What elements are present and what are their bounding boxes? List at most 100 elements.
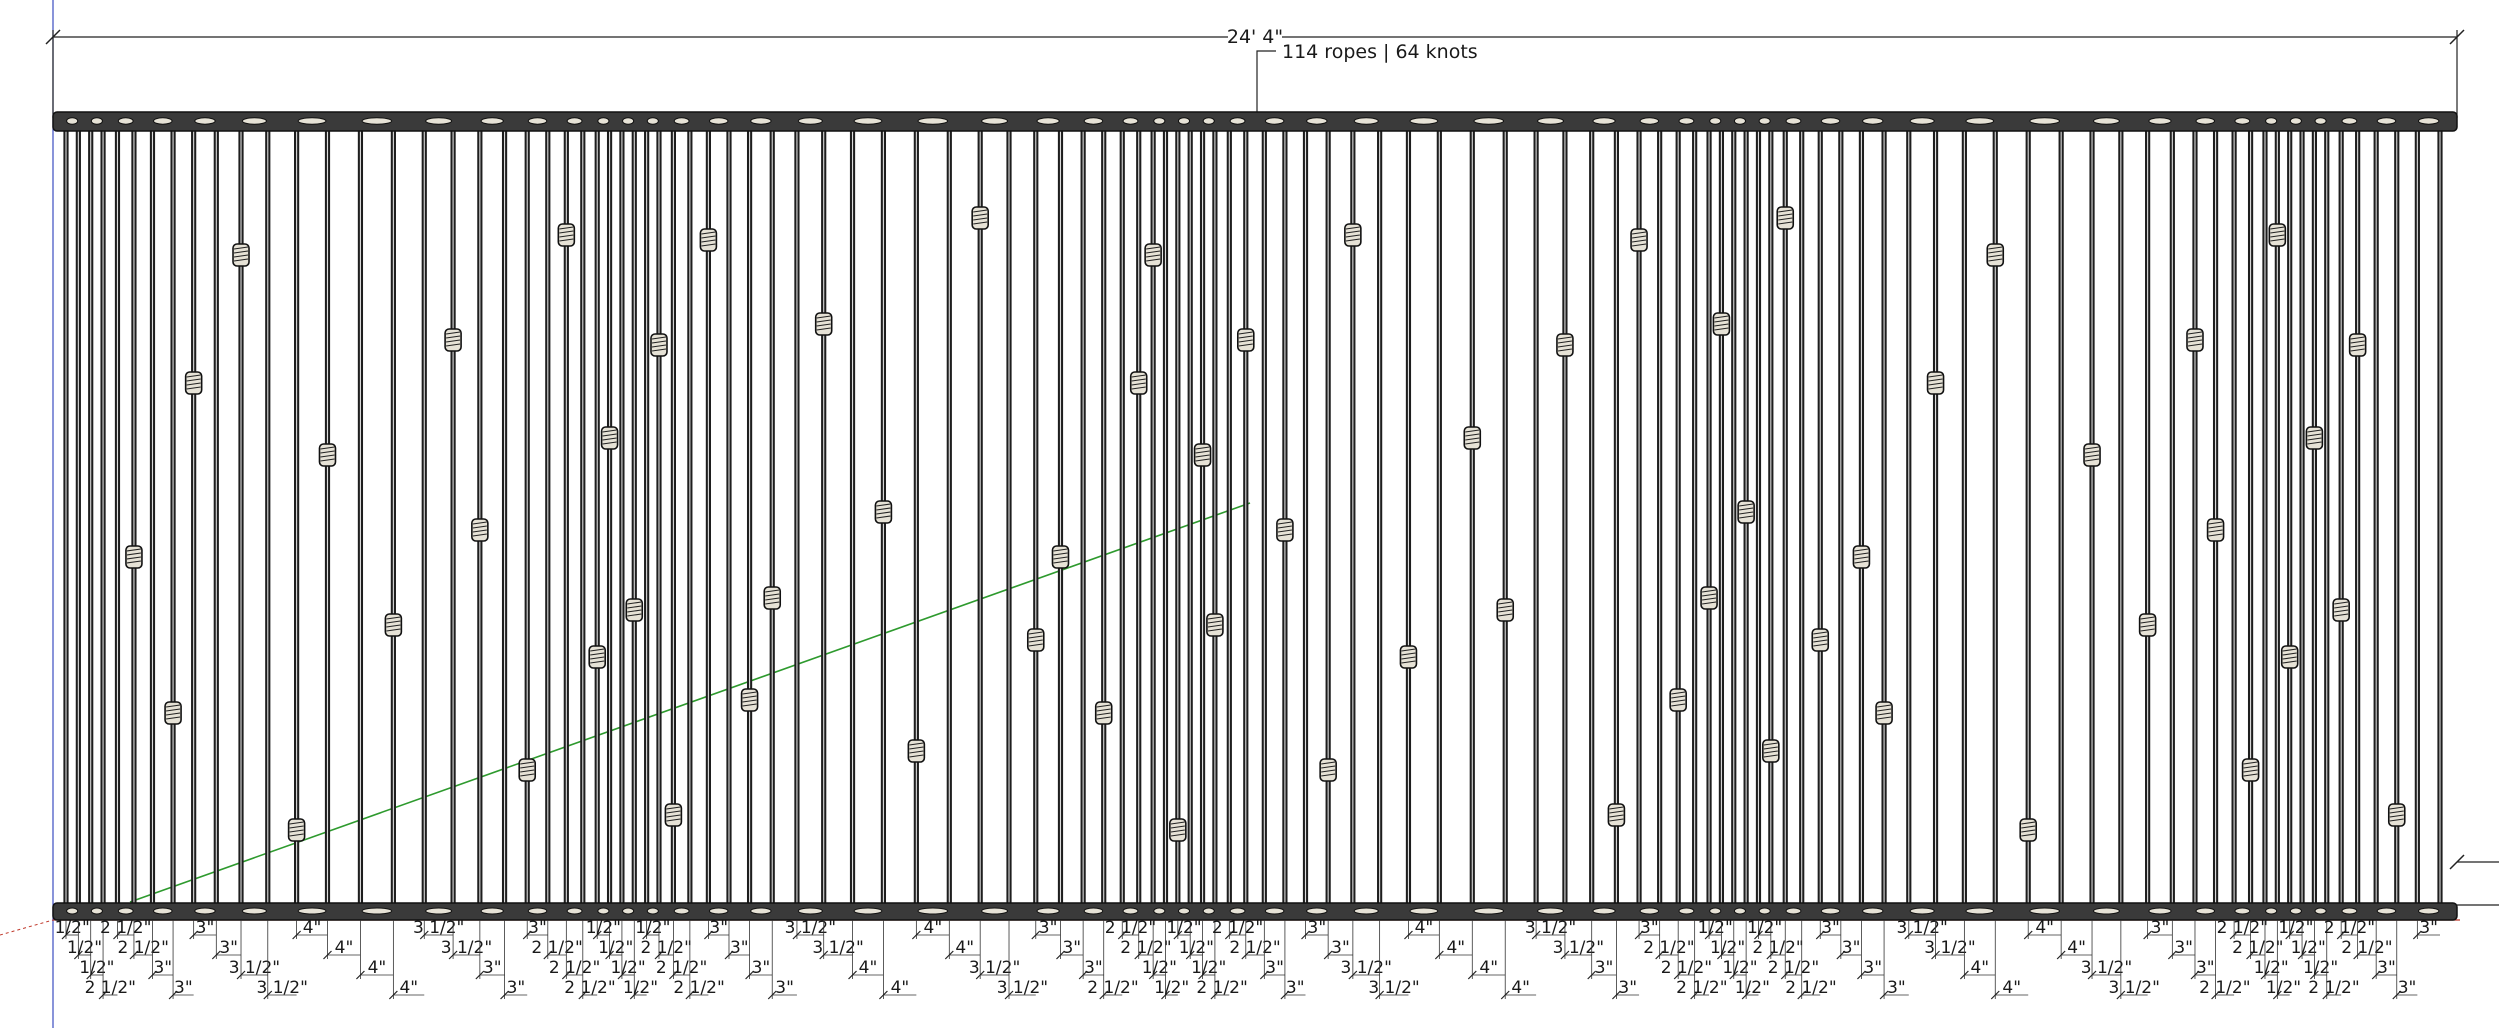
spacing-tick: [1148, 970, 1158, 980]
spacing-tick: [944, 950, 954, 960]
knot: [907, 739, 926, 763]
spacing-label: 2 1/2": [656, 958, 707, 978]
bottom-bar-loop: [1785, 907, 1802, 915]
top-bar-loop: [1678, 117, 1695, 125]
spacing-tick: [1224, 930, 1234, 940]
spacing-label: 2 1/2": [2199, 978, 2250, 998]
knot: [2138, 613, 2157, 637]
spacing-label: 2 1/2": [85, 978, 136, 998]
top-bar-loop: [981, 117, 1009, 125]
spacing-label: 1/2": [1698, 918, 1733, 938]
spacing-tick: [1716, 950, 1726, 960]
knot: [1556, 333, 1574, 357]
bottom-bar-loop: [527, 907, 548, 915]
spacing-label: 2 1/2": [1229, 938, 1280, 958]
spacing-label: 2 1/2": [1087, 978, 1138, 998]
top-bar-loop: [2029, 117, 2061, 125]
spacing-tick: [1797, 990, 1807, 1000]
spacing-label: 3": [730, 938, 749, 958]
spacing-tick: [911, 930, 921, 940]
spacing-tick: [654, 950, 664, 960]
top-bar-loop: [153, 117, 173, 125]
knot: [318, 443, 337, 467]
spacing-tick: [2285, 930, 2295, 940]
bottom-bar-loop: [981, 907, 1009, 915]
bottom-bar-loop: [194, 907, 216, 915]
knot: [1144, 243, 1162, 267]
bottom-bar-loop: [1758, 907, 1771, 915]
spacing-tick: [1078, 970, 1088, 980]
spacing-label: 3 1/2": [1525, 918, 1576, 938]
spacing-label: 2 1/2": [1196, 978, 1247, 998]
spacing-label: 3": [2196, 958, 2215, 978]
spacing-label: 1/2": [55, 918, 90, 938]
spacing-tick: [1241, 950, 1251, 960]
spacing-tick: [1185, 950, 1195, 960]
bottom-bar-loop: [708, 907, 729, 915]
spacing-label: 2 1/2": [1661, 958, 1712, 978]
knot: [1206, 613, 1224, 637]
knot: [650, 333, 668, 357]
spacing-label: 1/2": [598, 938, 633, 958]
spacing-tick: [73, 950, 83, 960]
spacing-tick: [500, 990, 509, 1000]
spacing-label: 1/2": [1722, 958, 1757, 978]
spacing-label: 3": [1286, 978, 1305, 998]
spacing-tick: [2229, 930, 2239, 940]
spacing-label: 3": [1640, 918, 1659, 938]
spacing-label: 2 1/2": [118, 938, 169, 958]
bottom-bar-loop: [66, 907, 79, 915]
knot: [1776, 206, 1795, 230]
spacing-label: 3": [2419, 918, 2438, 938]
spacing-tick: [848, 970, 857, 980]
bottom-bar-loop: [1083, 907, 1104, 915]
top-bar-loop: [708, 117, 729, 125]
spacing-tick: [211, 950, 221, 960]
spacing-label: 3 1/2": [441, 938, 492, 958]
top-bar-loop: [2341, 117, 2358, 125]
spacing-label: 3 1/2": [2109, 978, 2160, 998]
top-bar-loop: [1122, 117, 1139, 125]
top-bar-loop: [117, 117, 134, 125]
spacing-tick: [1836, 950, 1846, 960]
spacing-label: 1/2": [2266, 978, 2301, 998]
spacing-label: 4": [2067, 938, 2086, 958]
knot: [1319, 758, 1337, 782]
bottom-bar-loop: [2341, 907, 2358, 915]
top-bar: [52, 111, 2458, 132]
spacing-label: 2 1/2": [564, 978, 615, 998]
bottom-bar: [52, 902, 2458, 921]
spacing-tick: [1134, 950, 1144, 960]
spacing-tick: [1198, 970, 1207, 980]
knot: [471, 518, 489, 542]
knot: [1496, 598, 1515, 622]
spacing-tick: [975, 970, 985, 980]
knot: [184, 371, 203, 395]
top-bar-loop: [2195, 117, 2216, 125]
knot: [1607, 803, 1626, 827]
spacing-tick: [1780, 970, 1790, 980]
spacing-tick: [475, 970, 485, 980]
spacing-tick: [561, 970, 571, 980]
spacing-label: 2 1/2": [100, 918, 151, 938]
bottom-bar-loop: [2195, 907, 2216, 915]
spacing-label: 2 1/2": [1212, 918, 1263, 938]
knot: [1630, 228, 1648, 252]
spacing-label: 3 1/2": [812, 938, 863, 958]
spacing-tick: [1990, 990, 2000, 1000]
spacing-label: 3": [1084, 958, 1103, 978]
spacing-label: 2 1/2": [2232, 938, 2283, 958]
bottom-bar-loop: [646, 907, 659, 915]
top-bar-loop: [1758, 117, 1771, 125]
knot: [1700, 586, 1718, 610]
spacing-label: 3": [507, 978, 526, 998]
bottom-bar-loop: [425, 907, 453, 915]
spacing-label: 3": [174, 978, 193, 998]
spacing-label: 4": [2035, 918, 2054, 938]
bottom-bar-loop: [2289, 907, 2302, 915]
knot: [518, 758, 537, 782]
spacing-label: 2 1/2": [2341, 938, 2392, 958]
spacing-label: 3": [2151, 918, 2170, 938]
spacing-label: 4": [335, 938, 354, 958]
spacing-label: 1/2": [1191, 958, 1226, 978]
